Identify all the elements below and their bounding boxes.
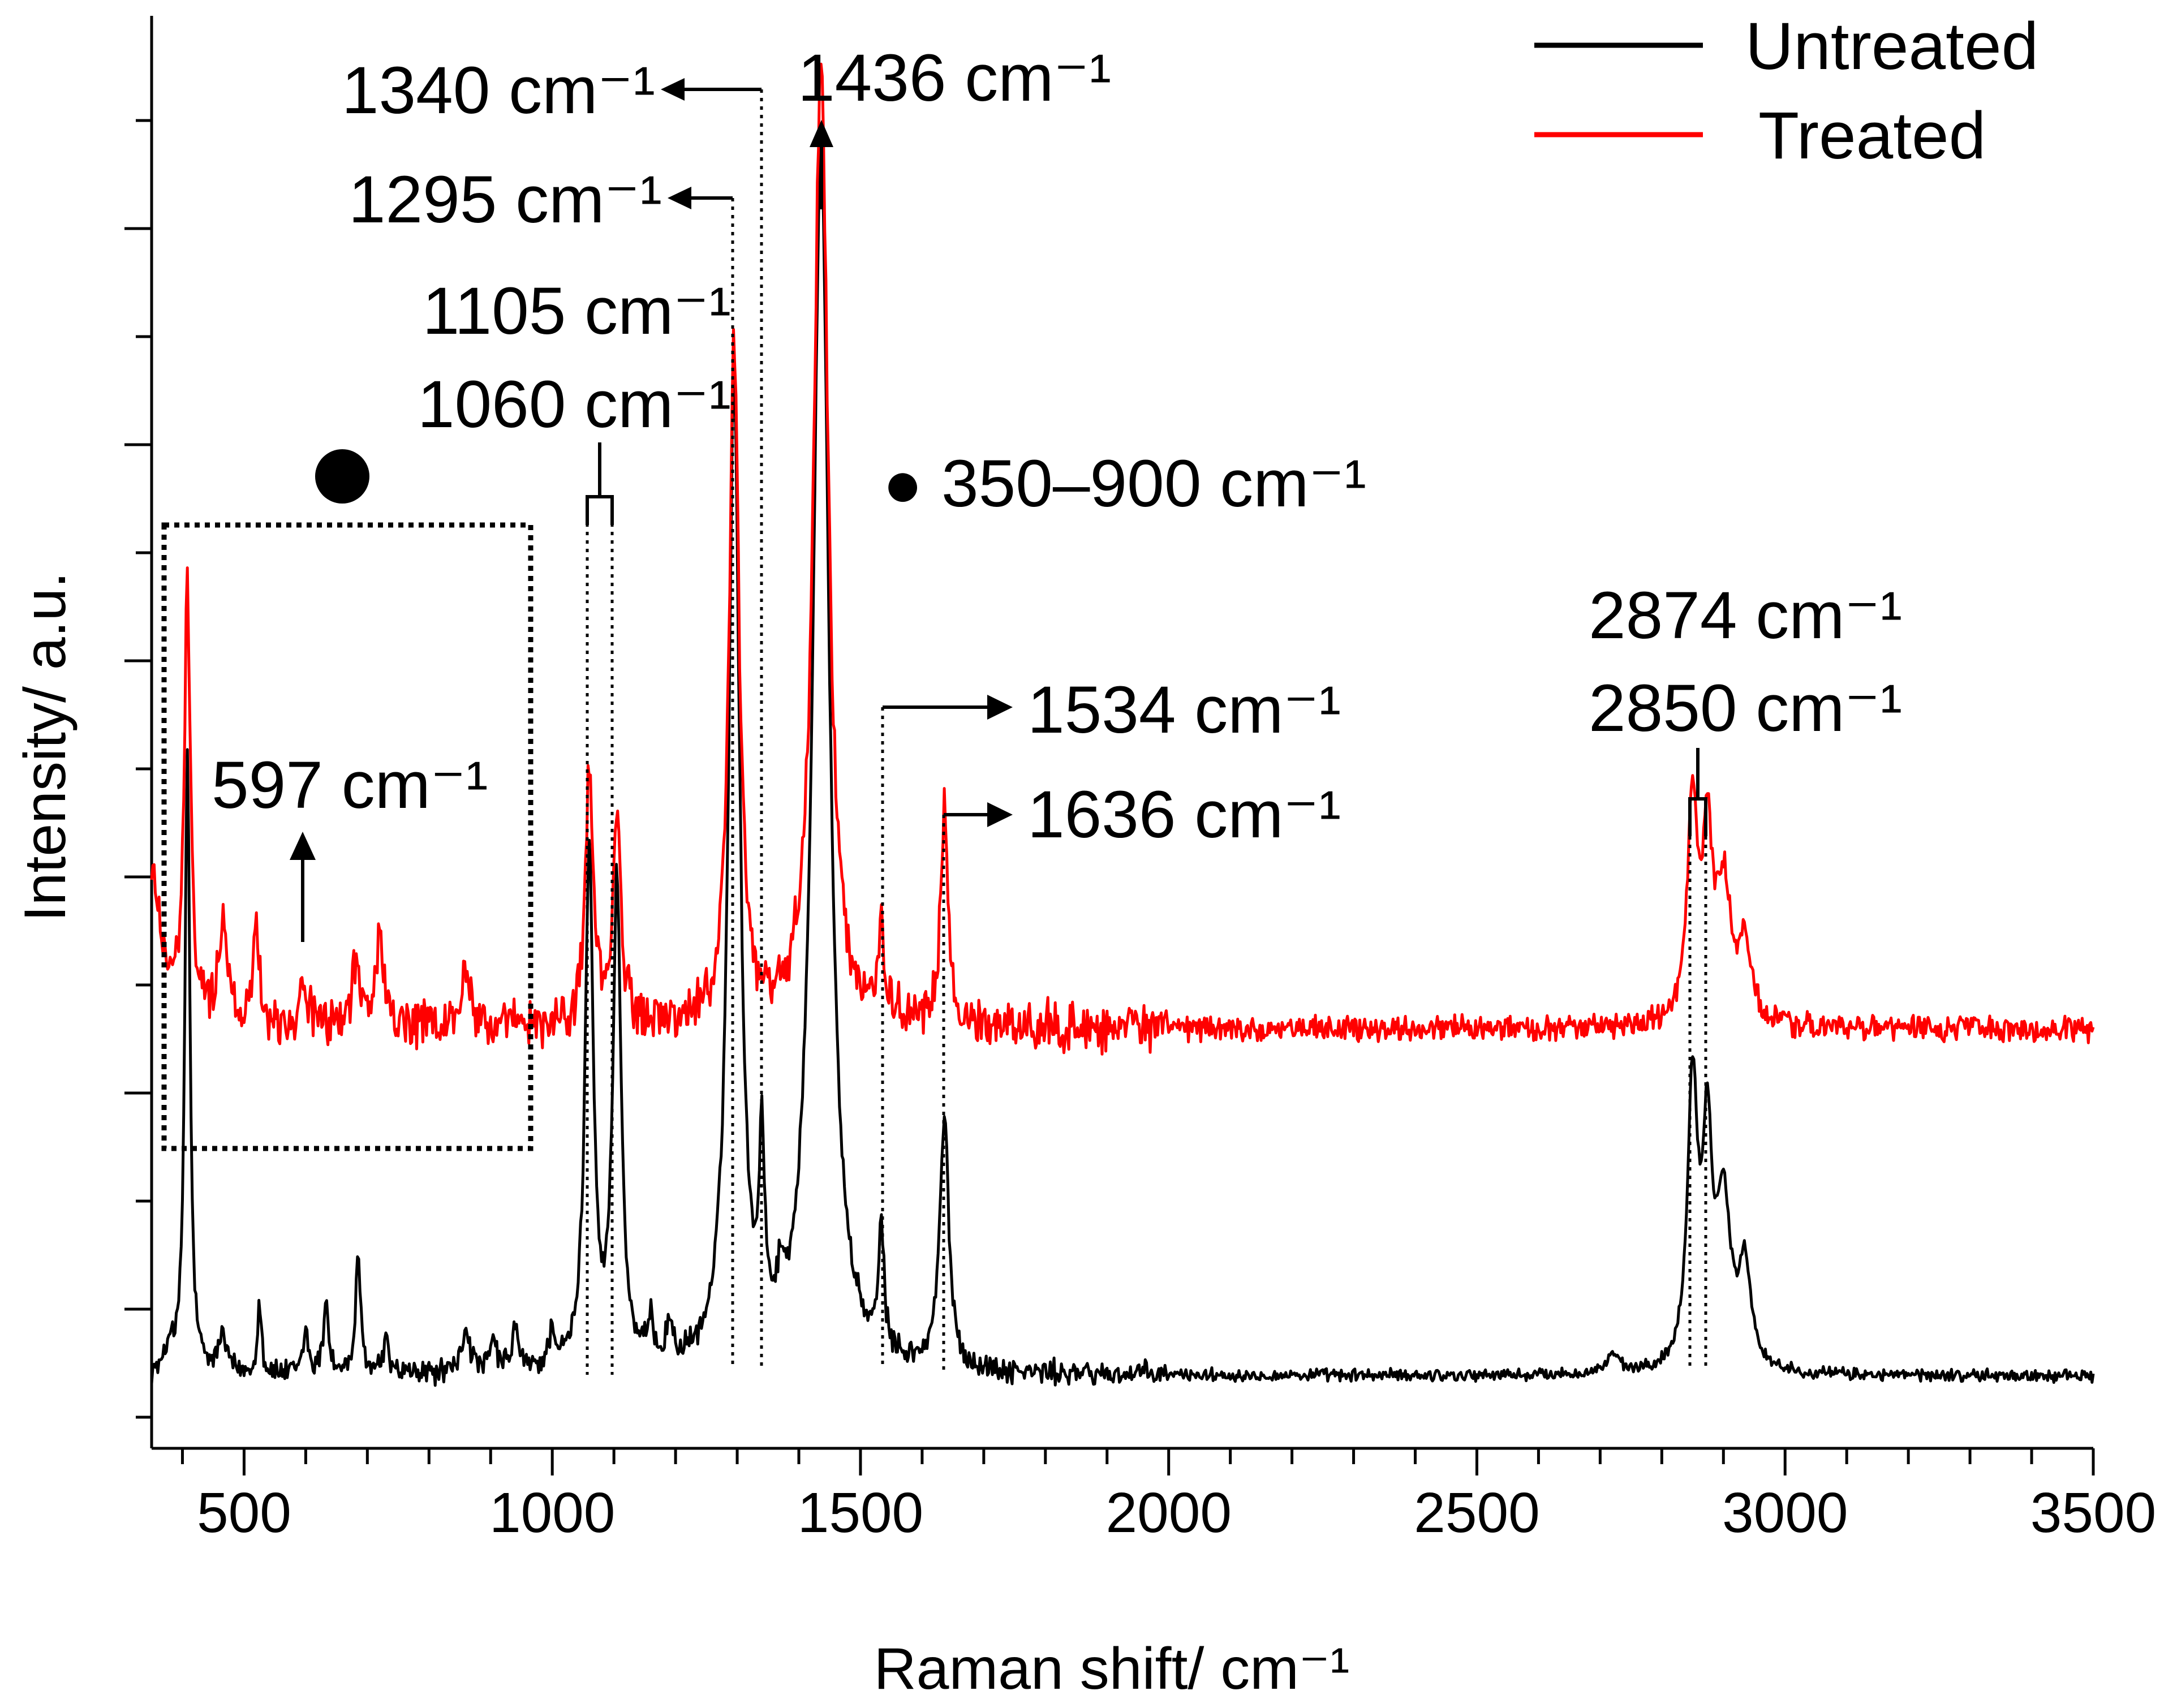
arrow-head-1340 bbox=[661, 78, 685, 101]
legend-label-treated: Treated bbox=[1758, 98, 1986, 173]
label-1060: 1060 cm⁻¹ bbox=[418, 367, 731, 442]
x-tick-label-2500: 2500 bbox=[1414, 1481, 1539, 1544]
x-tick-label-500: 500 bbox=[197, 1481, 291, 1544]
region-350-900-box bbox=[161, 522, 534, 1151]
label-region-350-900: ● 350–900 cm⁻¹ bbox=[883, 446, 1366, 521]
region-marker-dot bbox=[315, 449, 369, 504]
peak-guide-lines bbox=[586, 89, 1707, 1375]
label-1436: 1436 cm⁻¹ bbox=[798, 41, 1111, 115]
x-tick-label-3000: 3000 bbox=[1722, 1481, 1848, 1544]
label-2874: 2874 cm⁻¹ bbox=[1589, 578, 1902, 653]
label-1636: 1636 cm⁻¹ bbox=[1027, 777, 1341, 852]
y-axis-title: Intensity/ a.u. bbox=[12, 572, 78, 922]
annotation-arrows bbox=[290, 78, 1013, 942]
x-tick-label-1500: 1500 bbox=[798, 1481, 923, 1544]
arrow-head-597 bbox=[290, 832, 316, 860]
label-1340: 1340 cm⁻¹ bbox=[342, 53, 655, 128]
legend-label-untreated: Untreated bbox=[1745, 9, 2038, 84]
bracket-1060-1105 bbox=[586, 442, 614, 525]
label-1534: 1534 cm⁻¹ bbox=[1027, 673, 1341, 747]
x-ticks: 500 1000 1500 2000 2500 3000 3500 bbox=[180, 1448, 2156, 1544]
arrow-head-1636 bbox=[987, 802, 1013, 827]
label-1295: 1295 cm⁻¹ bbox=[349, 162, 662, 237]
x-tick-label-3500: 3500 bbox=[2030, 1481, 2156, 1544]
arrow-head-1534 bbox=[987, 695, 1013, 720]
arrow-head-1295 bbox=[668, 187, 691, 209]
label-2850: 2850 cm⁻¹ bbox=[1589, 671, 1902, 746]
arrow-head-1436 bbox=[810, 120, 833, 147]
bracket-2850-2874 bbox=[1688, 748, 1707, 836]
legend: Untreated Treated bbox=[1534, 9, 2038, 173]
label-1105: 1105 cm⁻¹ bbox=[423, 274, 731, 349]
x-tick-label-2000: 2000 bbox=[1105, 1481, 1231, 1544]
label-597: 597 cm⁻¹ bbox=[212, 748, 488, 823]
series-untreated-line bbox=[150, 150, 2095, 1387]
x-axis-title: Raman shift/ cm⁻¹ bbox=[874, 1636, 1350, 1702]
y-ticks bbox=[124, 119, 152, 1419]
x-tick-label-1000: 1000 bbox=[489, 1481, 615, 1544]
series-treated-line bbox=[150, 62, 2095, 1056]
